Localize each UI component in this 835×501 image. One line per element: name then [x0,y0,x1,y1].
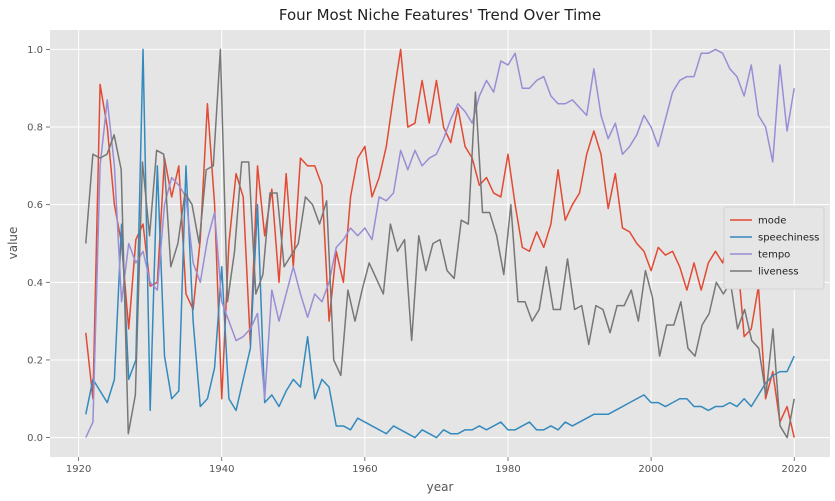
x-axis: 1920 1940 1960 1980 2000 2020 [66,457,807,475]
legend-label-mode: mode [758,216,786,227]
x-tick-label: 1980 [495,464,520,475]
legend-label-tempo: tempo [758,250,790,261]
series-line-mode [85,48,795,438]
y-tick-label: 0.8 [27,123,43,134]
x-tick-label: 1960 [352,464,377,475]
legend-label-speechiness: speechiness [758,233,819,244]
chart-title: Four Most Niche Features' Trend Over Tim… [279,6,601,24]
y-tick-label: 0.2 [27,355,43,366]
x-tick-label: 2000 [638,464,663,475]
plot-area [50,30,830,457]
y-axis: 0.0 0.2 0.4 0.6 0.8 1.0 [27,45,50,444]
series-lines [85,48,795,439]
legend-label-liveness: liveness [758,267,799,278]
y-tick-label: 0.4 [27,278,43,289]
series-line-speechiness [85,48,795,439]
x-tick-label: 1920 [66,464,91,475]
x-tick-label: 2020 [781,464,806,475]
legend: mode speechiness tempo liveness [723,206,825,290]
x-axis-label: year [427,480,454,494]
series-line-liveness [85,48,795,439]
x-tick-label: 1940 [209,464,234,475]
y-tick-label: 0.0 [27,433,43,444]
legend-box [723,206,825,290]
y-axis-label: value [6,227,20,260]
y-tick-label: 1.0 [27,45,43,56]
series-line-tempo [85,48,795,438]
y-tick-label: 0.6 [27,200,43,211]
